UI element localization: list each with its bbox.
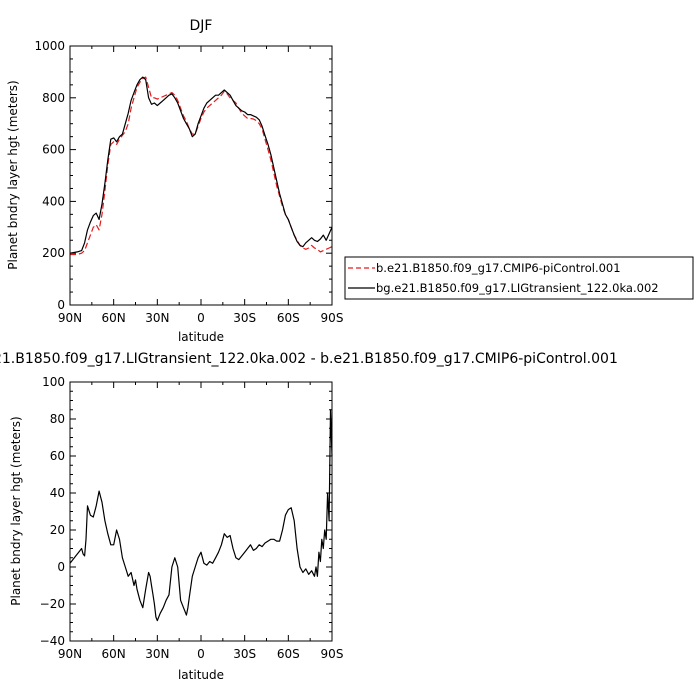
- top-x-tick-label: 60N: [102, 311, 126, 325]
- bottom-y-tick-label: −20: [40, 597, 65, 611]
- bottom-x-tick-label: 90N: [58, 647, 82, 661]
- bottom-y-axis-label: Planet bndry layer hgt (meters): [9, 416, 23, 606]
- bottom-series-line-1: [69, 409, 333, 622]
- top-y-axis-label: Planet bndry layer hgt (meters): [6, 80, 20, 270]
- top-x-tick-label: 30S: [233, 311, 256, 325]
- bottom-y-tick-label: 20: [50, 523, 65, 537]
- bottom-x-tick-label: 60N: [102, 647, 126, 661]
- top-panel: DJF 90N 60N 30N 0 30S 60S 90S 0 200 400 600 800 100…: [6, 18, 343, 344]
- top-y-tick-label: 400: [42, 194, 65, 208]
- top-x-tick-label: 60S: [277, 311, 300, 325]
- top-y-tick-label: 200: [42, 246, 65, 260]
- bottom-x-axis: 90N 60N 30N 0 30S 60S 90S: [58, 382, 344, 661]
- bottom-x-tick-label: 0: [197, 647, 205, 661]
- top-y-tick-label: 0: [57, 298, 65, 312]
- bottom-x-axis-label: latitude: [178, 668, 224, 682]
- top-y-tick-label: 600: [42, 143, 65, 157]
- bottom-plot-area: [69, 409, 333, 622]
- bottom-y-tick-label: 0: [57, 560, 65, 574]
- bottom-x-tick-label: 30N: [145, 647, 169, 661]
- legend-label-LIGtransient: bg.e21.B1850.f09_g17.LIGtransient_122.0k…: [376, 281, 659, 295]
- top-series-line-2: [69, 76, 333, 254]
- bottom-y-axis: −40 −20 0 20 40 60 80 100: [40, 375, 332, 648]
- top-x-tick-label: 90S: [321, 311, 344, 325]
- top-title: DJF: [190, 18, 213, 34]
- top-y-tick-label: 1000: [34, 39, 65, 53]
- top-x-tick-label: 30N: [145, 311, 169, 325]
- top-series-line-1: [70, 76, 333, 256]
- bottom-y-tick-label: 40: [50, 486, 65, 500]
- bottom-panel: bg.e21.B1850.f09_g17.LIGtransient_122.0k…: [0, 351, 618, 682]
- top-x-tick-label: 90N: [58, 311, 82, 325]
- top-x-axis: 90N 60N 30N 0 30S 60S 90S: [58, 46, 344, 325]
- top-plot-area: [69, 76, 333, 256]
- bottom-x-tick-label: 90S: [321, 647, 344, 661]
- bottom-y-tick-label: 80: [50, 412, 65, 426]
- legend-label-piControl: b.e21.B1850.f09_g17.CMIP6-piControl.001: [376, 261, 621, 275]
- bottom-x-tick-label: 60S: [277, 647, 300, 661]
- bottom-title: bg.e21.B1850.f09_g17.LIGtransient_122.0k…: [0, 351, 618, 367]
- bottom-y-tick-label: 100: [42, 375, 65, 389]
- bottom-plot-frame: [69, 381, 333, 642]
- bottom-x-tick-label: 30S: [233, 647, 256, 661]
- bottom-y-tick-label: 60: [50, 449, 65, 463]
- top-y-axis: 0 200 400 600 800 1000: [34, 39, 332, 312]
- bottom-y-tick-label: −40: [40, 634, 65, 648]
- top-plot-frame: [69, 45, 333, 306]
- legend: b.e21.B1850.f09_g17.CMIP6-piControl.001 …: [344, 256, 694, 300]
- top-y-tick-label: 800: [42, 91, 65, 105]
- top-x-tick-label: 0: [197, 311, 205, 325]
- legend-box: [344, 256, 694, 300]
- top-x-axis-label: latitude: [178, 330, 224, 344]
